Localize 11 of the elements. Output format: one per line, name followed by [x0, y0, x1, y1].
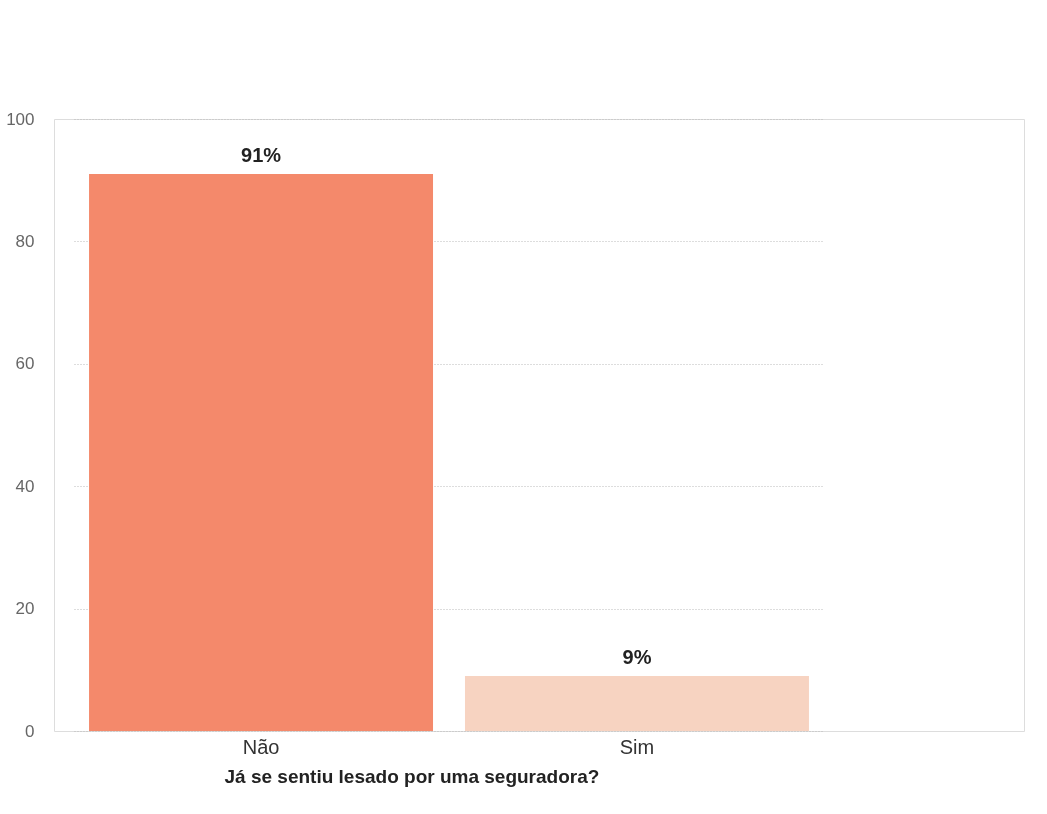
y-tick-label: 100 — [6, 109, 35, 129]
y-tick-label: 60 — [15, 354, 35, 374]
x-tick-label: Não — [242, 735, 280, 758]
x-tick-label: Sim — [619, 735, 655, 758]
y-tick-label: 40 — [15, 476, 35, 496]
data-label: 91% — [241, 144, 282, 167]
y-tick-label: 0 — [25, 721, 35, 741]
x-axis-title: Já se sentiu lesado por uma seguradora? — [224, 765, 600, 787]
data-label: 9% — [622, 645, 652, 668]
y-tick-label: 20 — [15, 599, 35, 619]
y-tick-label: 80 — [15, 231, 35, 251]
